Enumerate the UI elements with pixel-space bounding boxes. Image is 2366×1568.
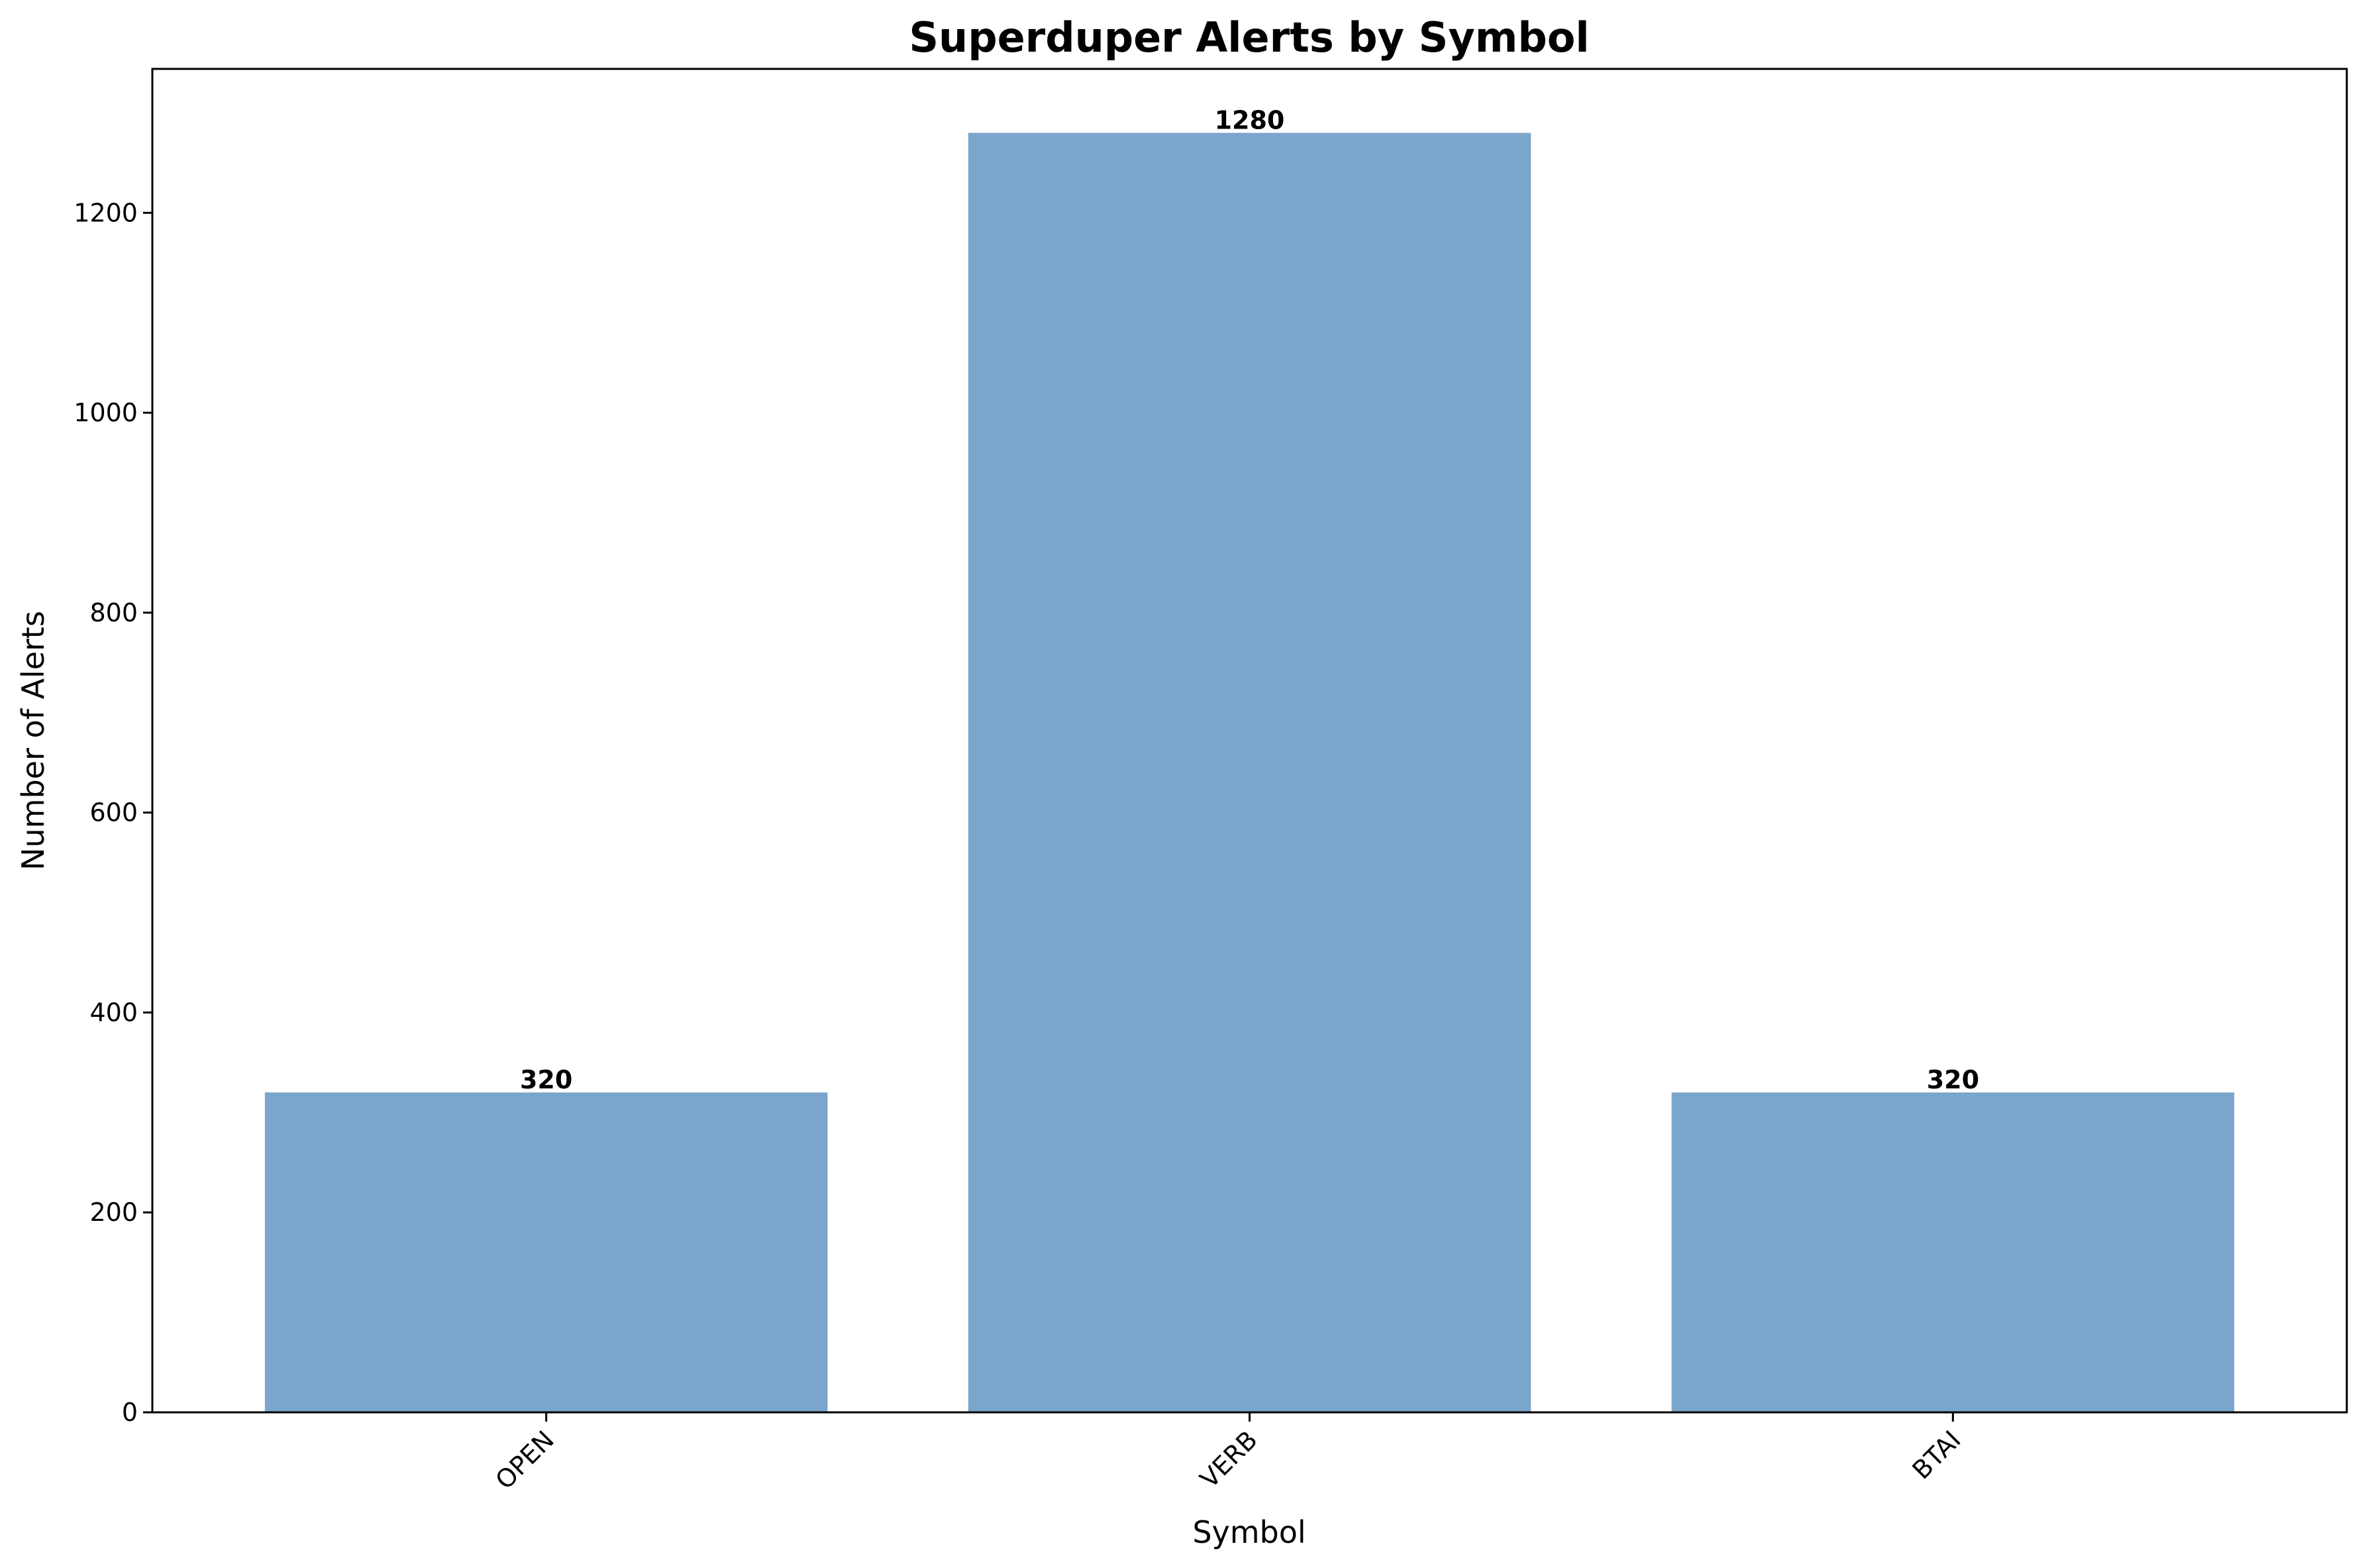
bar-open [264,1092,828,1412]
x-tick-label-verb: VERB [1194,1425,1263,1494]
y-axis-ticks: 0 200 400 600 800 1000 1200 [74,198,152,1427]
plot-area-frame [151,68,2348,1414]
x-axis-label: Symbol [1192,1514,1306,1550]
data-label-verb: 1280 [1215,106,1285,135]
y-tick-label-200: 200 [89,1198,138,1227]
y-tick-label-800: 800 [89,598,138,627]
y-axis-label: Number of Alerts [15,611,51,870]
data-label-open: 320 [520,1065,572,1094]
x-tick-label-btai: BTAI [1907,1425,1967,1485]
x-axis-ticks: OPEN VERB BTAI [489,1412,1967,1495]
y-tick-label-600: 600 [89,798,138,827]
bar-btai [1671,1092,2235,1412]
y-tick-label-0: 0 [122,1398,138,1427]
data-labels-layer: 320 1280 320 [520,106,1979,1095]
data-label-btai: 320 [1927,1065,1979,1094]
x-tick-label-open: OPEN [489,1425,560,1495]
chart-title: Superduper Alerts by Symbol [909,13,1589,62]
y-tick-label-1200: 1200 [74,198,138,227]
bars-layer [264,132,2235,1413]
y-tick-label-400: 400 [89,998,138,1027]
bar-verb [968,132,1531,1413]
y-tick-label-1000: 1000 [74,398,138,427]
